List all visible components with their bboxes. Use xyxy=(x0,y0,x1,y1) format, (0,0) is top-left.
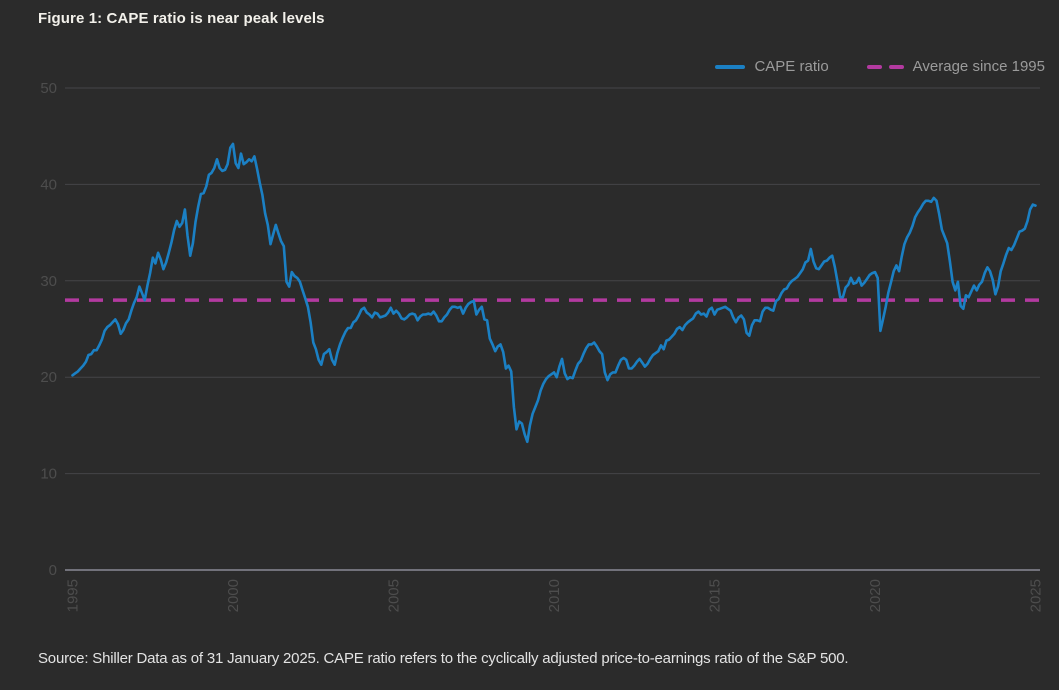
x-tick-label: 2005 xyxy=(386,579,403,612)
source-note: Source: Shiller Data as of 31 January 20… xyxy=(38,650,849,667)
cape-line-swatch-icon xyxy=(715,64,746,69)
x-tick-label: 2010 xyxy=(546,579,563,612)
cape-ratio-line xyxy=(71,142,1037,444)
legend-item-average[interactable]: Average since 1995 xyxy=(866,58,1045,75)
y-tick-label: 40 xyxy=(40,176,57,193)
x-tick-label: 1995 xyxy=(65,579,82,612)
figure-title: Figure 1: CAPE ratio is near peak levels xyxy=(38,10,325,27)
y-tick-label: 50 xyxy=(40,80,57,97)
x-tick-label: 2025 xyxy=(1028,579,1045,612)
x-tick-label: 2000 xyxy=(225,579,242,612)
legend-label-cape-ratio: CAPE ratio xyxy=(754,58,829,75)
average-line-swatch-icon xyxy=(866,64,904,69)
y-tick-label: 20 xyxy=(40,369,57,386)
x-tick-label: 2015 xyxy=(707,579,724,612)
y-tick-label: 10 xyxy=(40,466,57,483)
legend-label-average: Average since 1995 xyxy=(912,58,1045,75)
y-tick-label: 30 xyxy=(40,273,57,290)
x-tick-label: 2020 xyxy=(867,579,884,612)
y-tick-label: 0 xyxy=(49,562,57,579)
legend-item-cape-ratio[interactable]: CAPE ratio xyxy=(715,58,829,75)
chart-legend: CAPE ratio Average since 1995 xyxy=(715,58,1045,75)
